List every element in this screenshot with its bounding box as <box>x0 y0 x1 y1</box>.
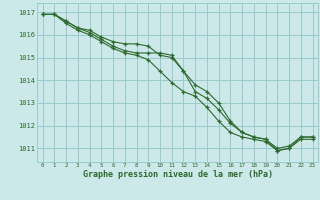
X-axis label: Graphe pression niveau de la mer (hPa): Graphe pression niveau de la mer (hPa) <box>83 170 273 179</box>
